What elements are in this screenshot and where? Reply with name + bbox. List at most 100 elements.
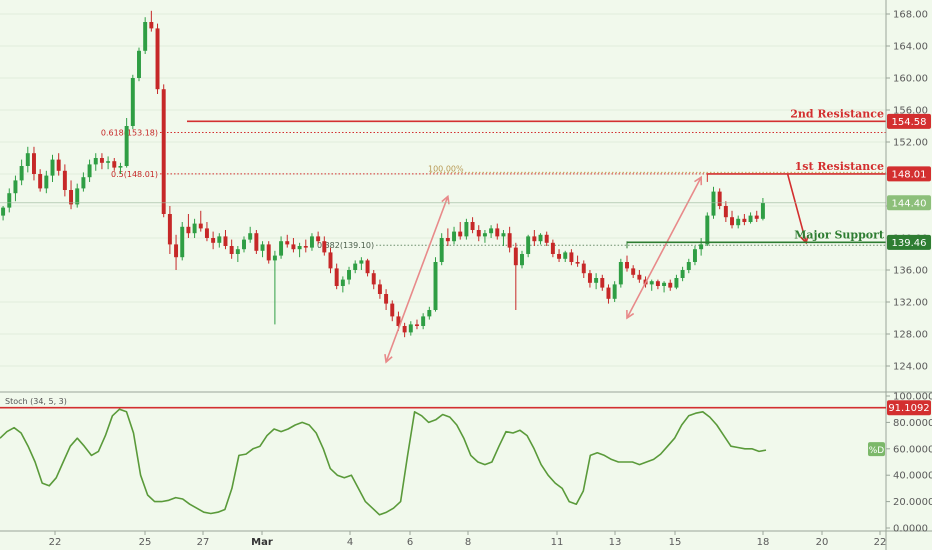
level-price-badge (887, 113, 931, 129)
candle-body (303, 246, 308, 248)
candle-body (204, 228, 209, 238)
time-tick-label: 25 (139, 537, 152, 548)
price-tick-label: 164.00 (893, 42, 928, 53)
time-tick-label: 6 (407, 537, 413, 548)
stoch-series-badge (868, 442, 885, 457)
candle-body (594, 278, 599, 283)
candle-body (124, 126, 129, 166)
time-tick-label: 11 (551, 537, 564, 548)
time-tick-label: Mar (251, 537, 273, 548)
candle-body (174, 244, 179, 258)
support-resistance-levels: 2nd Resistance 1st Resistance Major Suppor… (0, 107, 886, 249)
candle-body (279, 241, 284, 256)
swing-arrow-2-shaft (626, 176, 702, 319)
candle-body (248, 233, 253, 240)
candle-body (211, 238, 216, 243)
candle-body (143, 22, 148, 51)
price-tick-label: 152.00 (893, 138, 928, 149)
candle-body (223, 236, 228, 246)
candle-body (532, 236, 537, 242)
candle-body (198, 223, 203, 229)
candle-body (106, 161, 111, 163)
time-tick-label: 8 (465, 537, 471, 548)
candle-body (618, 262, 623, 285)
stoch-tick-label: 0.0000 (893, 524, 928, 535)
candle-body (272, 255, 277, 261)
stoch-tick-label: 40.0000 (893, 471, 932, 482)
candle-body (396, 316, 401, 326)
candle-body (655, 281, 660, 286)
last-price-badge (887, 195, 931, 211)
candle-body (75, 188, 80, 205)
price-tick-label: 136.00 (893, 266, 928, 277)
price-tick-label: 132.00 (893, 298, 928, 309)
candle-body (242, 239, 246, 250)
time-tick-label: 20 (816, 537, 829, 548)
candle-body (50, 159, 55, 176)
candle-body (662, 282, 667, 286)
candle-body (390, 303, 395, 317)
candle-body (25, 153, 30, 166)
candle-body (1, 207, 6, 216)
candle-body (668, 282, 673, 288)
candle-body (38, 174, 43, 189)
overbought-badge (887, 400, 931, 416)
candle-body (730, 217, 735, 226)
candle-body (81, 177, 86, 189)
candle-body (637, 274, 642, 280)
candle-body (754, 215, 759, 219)
candle-body (748, 215, 753, 222)
candle-body (56, 159, 61, 171)
candle-body (402, 326, 407, 333)
candle-body (680, 270, 685, 278)
candle-body (229, 246, 234, 254)
candle-body (328, 252, 333, 269)
candle-body (353, 263, 358, 270)
time-tick-label: 13 (609, 537, 622, 548)
time-tick-label: 15 (669, 537, 682, 548)
candle-body (334, 268, 339, 286)
trend-annotations (384, 173, 809, 364)
fibonacci-levels: 0.618(153.18) 0.5(148.01) 0.382(139.10) 100… (101, 129, 886, 250)
candle-body (631, 268, 636, 275)
candle-body (340, 279, 345, 286)
candle-body (13, 180, 18, 194)
last-price-badge-text: 144.40 (892, 198, 927, 209)
candle-body (606, 287, 611, 299)
candle-body (692, 249, 697, 262)
candle-body (118, 166, 123, 168)
candle-body (93, 158, 98, 165)
level-price-badge-text: 139.46 (892, 238, 927, 249)
candle-body (421, 316, 426, 326)
candle-body (167, 214, 172, 245)
level-price-badge-text: 148.01 (892, 169, 927, 180)
candle-body (736, 218, 741, 226)
stochastic-pane: Stoch (34, 5, 3) (0, 397, 886, 516)
swing-arrow-1-shaft (385, 196, 449, 363)
fib-level-label: 0.382(139.10) (317, 241, 374, 250)
candle-body (760, 202, 765, 219)
stoch-series-badge-text: %D (869, 446, 885, 456)
candle-body (161, 89, 166, 214)
swing-arrow-1-head (441, 194, 450, 205)
candle-body (149, 22, 154, 29)
grid-lines (0, 13, 886, 367)
candle-body (587, 273, 592, 283)
candle-body (309, 236, 314, 248)
candle-body (470, 222, 475, 230)
indicator-title[interactable]: Stoch (34, 5, 3) (5, 397, 67, 406)
candle-body (217, 236, 222, 243)
candle-body (433, 262, 438, 310)
candle-body (699, 244, 704, 250)
candle-body (538, 234, 543, 242)
candle-body (445, 238, 450, 242)
candle-body (482, 233, 487, 237)
candle-body (260, 244, 265, 251)
level-price-badge (887, 166, 931, 182)
candle-body (180, 226, 185, 258)
time-tick-label: 18 (757, 537, 770, 548)
time-axis[interactable]: 22 25 27 Mar 4 6 8 11 13 15 18 20 22 (49, 531, 887, 548)
candle-body (507, 233, 512, 248)
candle-body (384, 294, 389, 304)
